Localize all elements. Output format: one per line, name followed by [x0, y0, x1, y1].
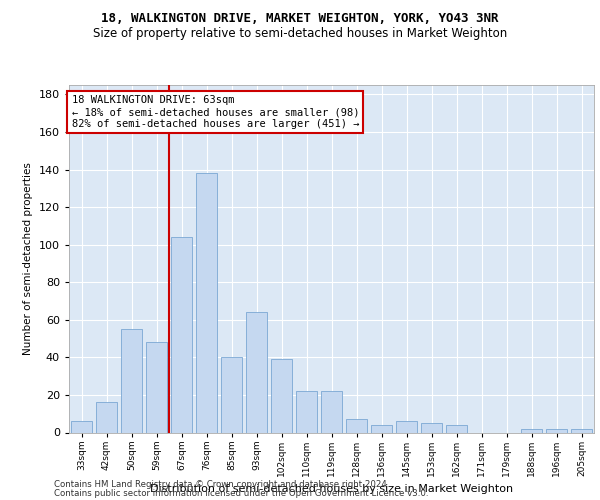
Bar [196, 174, 217, 432]
Bar [71, 421, 92, 432]
Bar [421, 423, 442, 432]
Bar [296, 391, 317, 432]
Bar [321, 391, 342, 432]
Bar [521, 428, 542, 432]
Bar [446, 425, 467, 432]
Bar [371, 425, 392, 432]
Y-axis label: Number of semi-detached properties: Number of semi-detached properties [23, 162, 33, 355]
Text: Size of property relative to semi-detached houses in Market Weighton: Size of property relative to semi-detach… [93, 28, 507, 40]
Bar [146, 342, 167, 432]
Bar [96, 402, 117, 432]
Bar [396, 421, 417, 432]
X-axis label: Distribution of semi-detached houses by size in Market Weighton: Distribution of semi-detached houses by … [150, 484, 513, 494]
Text: 18 WALKINGTON DRIVE: 63sqm
← 18% of semi-detached houses are smaller (98)
82% of: 18 WALKINGTON DRIVE: 63sqm ← 18% of semi… [71, 96, 359, 128]
Bar [346, 420, 367, 432]
Bar [246, 312, 267, 432]
Bar [571, 428, 592, 432]
Bar [271, 359, 292, 432]
Text: Contains HM Land Registry data © Crown copyright and database right 2024.: Contains HM Land Registry data © Crown c… [54, 480, 389, 489]
Bar [546, 428, 567, 432]
Bar [171, 237, 192, 432]
Bar [121, 329, 142, 432]
Bar [221, 358, 242, 432]
Text: Contains public sector information licensed under the Open Government Licence v3: Contains public sector information licen… [54, 489, 428, 498]
Text: 18, WALKINGTON DRIVE, MARKET WEIGHTON, YORK, YO43 3NR: 18, WALKINGTON DRIVE, MARKET WEIGHTON, Y… [101, 12, 499, 26]
